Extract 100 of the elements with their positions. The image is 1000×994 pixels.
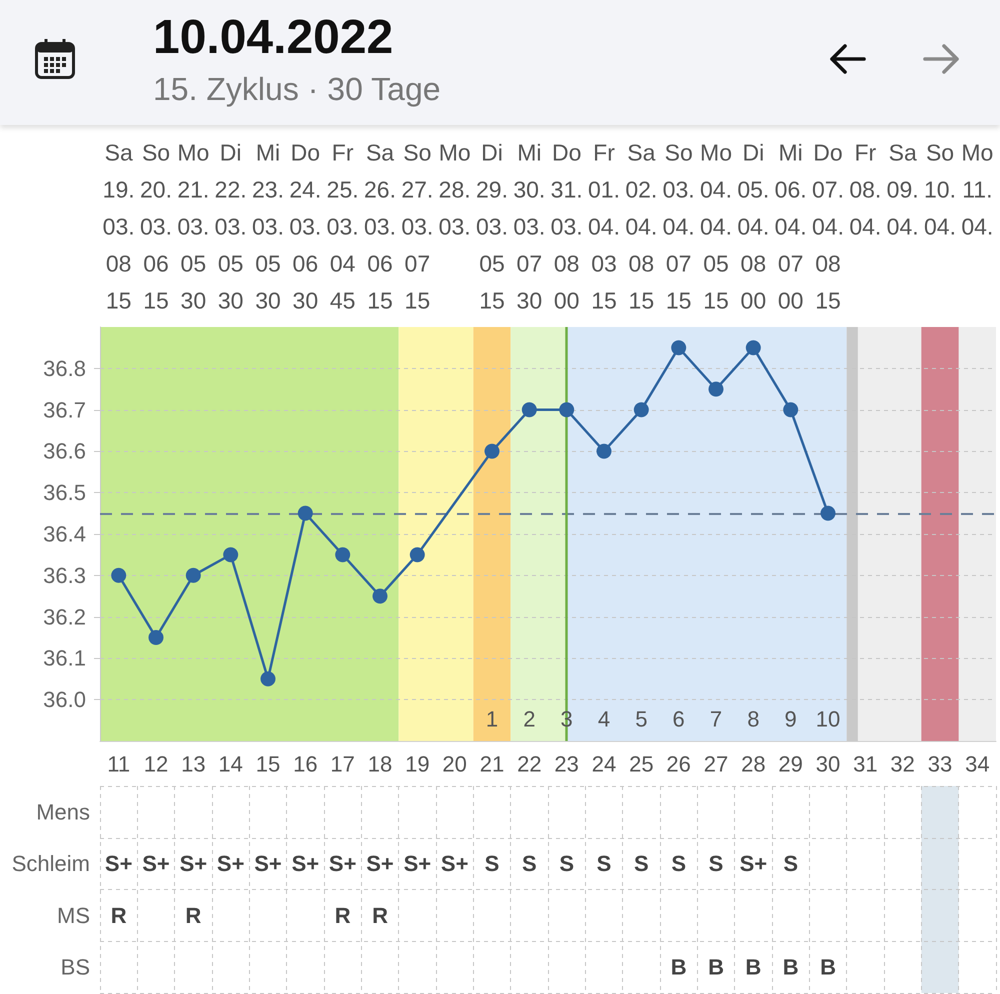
y-tick-label: 36.3 (43, 562, 86, 588)
annotation: 4 (598, 706, 610, 732)
x2-tick-label: Mi 30. 03. 07 30 (513, 140, 546, 314)
x2-tick-label: Mi 23. 03. 05 30 (252, 140, 284, 314)
text: R (334, 902, 351, 928)
text: B (670, 954, 687, 980)
point (111, 568, 126, 583)
x2-tick-label: So 10. 04. (924, 140, 956, 240)
x2-tick-label: Di 05. 04. 08 00 (737, 140, 770, 314)
x-tick-label: 28 (741, 752, 766, 776)
annotation: 2 (523, 706, 536, 732)
text: S+ (440, 851, 468, 876)
text: S+ (740, 851, 768, 876)
x2-tick-label: Sa 19. 03. 08 15 (102, 140, 135, 314)
text: B (745, 954, 762, 980)
chart-subtitle: 15. Zyklus · 30 Tage (153, 70, 441, 108)
y-tick-label: 36.1 (43, 646, 86, 671)
point (148, 630, 164, 645)
x-tick-label: 16 (293, 752, 318, 776)
text: S (708, 851, 724, 876)
x-tick-label: 18 (368, 752, 392, 776)
x-tick-label: 14 (218, 752, 243, 776)
text: R (372, 902, 388, 928)
text: S (671, 851, 686, 876)
y-tick-label: 36.2 (43, 604, 86, 630)
point (522, 402, 537, 418)
x-tick-label: 23 (554, 752, 579, 776)
x2-tick-label: Fr 08. 04. (849, 140, 882, 240)
x-tick-label: 17 (330, 752, 355, 776)
y-tick-label: 36.4 (43, 522, 86, 546)
y-tick-label: BS (60, 954, 90, 980)
x-tick-label: 31 (853, 752, 878, 776)
annotation: 9 (784, 706, 797, 732)
point (223, 547, 238, 562)
point (820, 506, 836, 521)
text: S (783, 851, 798, 876)
x2-tick-label: Di 29. 03. 05 15 (476, 140, 508, 314)
text: S+ (180, 851, 208, 876)
y-tick-label: Schleim (12, 851, 90, 876)
point (410, 547, 425, 562)
x-tick-label: 11 (107, 752, 130, 776)
x-tick-label: 25 (629, 752, 654, 776)
x-tick-label: 33 (928, 752, 952, 776)
annotation: 6 (672, 706, 685, 732)
point (372, 588, 388, 604)
x-tick-label: 12 (144, 752, 168, 776)
x-tick-label: 20 (442, 752, 467, 776)
x-tick-label: 13 (181, 752, 206, 776)
x2-tick-label: Sa 26. 03. 06 15 (364, 140, 396, 314)
point (298, 506, 313, 521)
point (559, 402, 574, 418)
x-tick-label: 21 (480, 752, 504, 776)
x2-tick-label: Mo 04. 04. 05 15 (700, 140, 732, 314)
x2-tick-label: Mo 11. 04. (961, 140, 994, 240)
x2-tick-label: Fr 25. 03. 04 45 (326, 140, 359, 314)
x2-tick-label: Di 22. 03. 05 30 (214, 140, 247, 314)
x-tick-label: 30 (816, 752, 840, 776)
x2-tick-label: Sa 09. 04. (886, 140, 919, 240)
x-tick-label: 19 (405, 752, 430, 776)
x-tick-label: 24 (592, 752, 616, 776)
x2-tick-label: Do 07. 04. 08 15 (812, 140, 844, 314)
y-tick-label: MS (57, 902, 90, 928)
point (634, 402, 649, 418)
point (746, 340, 761, 356)
y-tick-label: 36.5 (43, 480, 86, 506)
annotation: 5 (635, 706, 648, 732)
x2-tick-label: So 20. 03. 06 15 (140, 140, 172, 314)
y-tick-label: 36.6 (43, 438, 86, 464)
text: R (185, 902, 202, 928)
y-tick-label: Mens (36, 799, 90, 824)
point (708, 382, 724, 397)
text: S (634, 851, 649, 876)
x2-tick-label: Mi 06. 04. 07 00 (774, 140, 807, 314)
x-tick-label: 15 (256, 752, 280, 776)
x2-tick-label: Mo 28. 03. (438, 140, 471, 240)
text: S+ (104, 851, 132, 876)
x-tick-label: 32 (890, 752, 915, 776)
text: S (484, 851, 500, 876)
point (260, 671, 276, 686)
x2-tick-label: Sa 02. 04. 08 15 (625, 140, 658, 314)
text: S+ (216, 851, 244, 876)
text: B (820, 954, 836, 980)
x-tick-label: 27 (704, 752, 728, 776)
annotation: 1 (486, 706, 498, 732)
y-tick-label: 36.7 (43, 397, 86, 422)
text: S (559, 851, 574, 876)
point (783, 402, 798, 418)
text: R (110, 902, 127, 928)
text: B (782, 954, 799, 980)
x-tick-label: 26 (666, 752, 691, 776)
text: S+ (292, 851, 320, 876)
text: S+ (142, 851, 170, 876)
x2-tick-label: So 03. 04. 07 15 (662, 140, 695, 314)
text: S+ (404, 851, 432, 876)
x2-tick-label: Do 31. 03. 08 00 (550, 140, 583, 314)
text: S+ (366, 851, 394, 876)
text: B (708, 954, 724, 980)
point (186, 568, 201, 583)
annotation: 10 (816, 706, 840, 732)
text: S+ (328, 851, 356, 876)
